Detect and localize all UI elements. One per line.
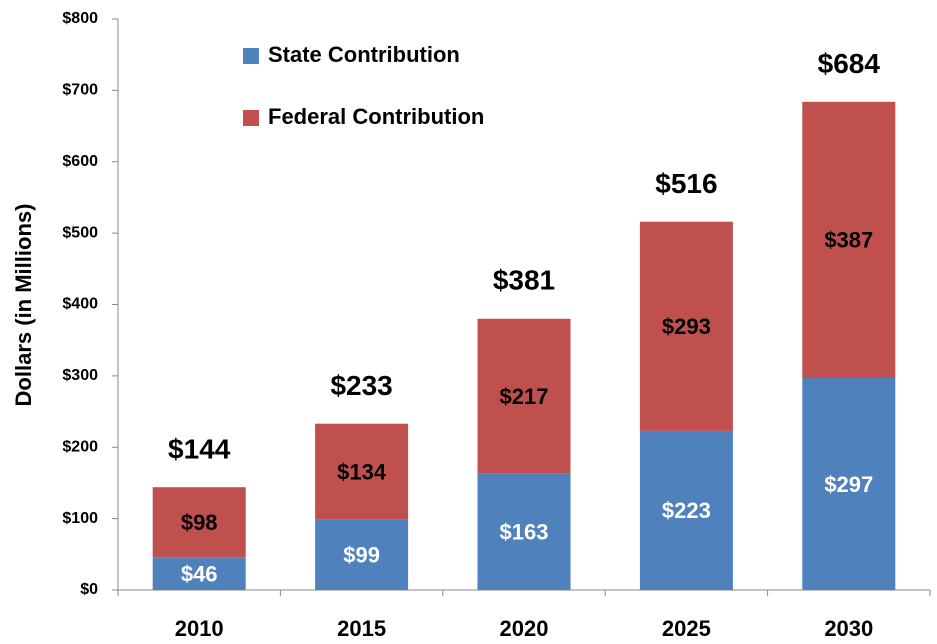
value-label: $223 — [662, 498, 711, 523]
value-label: $217 — [500, 384, 549, 409]
y-tick-label: $300 — [62, 367, 98, 384]
total-label: $516 — [655, 168, 717, 199]
bar-segment — [152, 487, 246, 558]
y-tick-label: $800 — [62, 10, 98, 27]
bar-segment — [315, 423, 409, 520]
value-label: $387 — [824, 228, 873, 253]
total-label: $144 — [168, 434, 231, 465]
value-label: $134 — [337, 459, 387, 484]
y-tick-label: $700 — [62, 82, 98, 99]
value-label: $163 — [500, 520, 549, 545]
x-tick-label: 2025 — [662, 616, 711, 641]
bar-segment — [477, 318, 571, 474]
legend-swatch — [243, 110, 259, 126]
value-label: $98 — [181, 510, 218, 535]
x-tick-label: 2030 — [824, 616, 873, 641]
bar-segment — [477, 473, 571, 590]
legend-swatch — [243, 48, 259, 64]
value-label: $293 — [662, 314, 711, 339]
y-tick-label: $200 — [62, 438, 98, 455]
value-label: $99 — [343, 542, 380, 567]
bar-segment — [639, 221, 733, 431]
y-tick-label: $600 — [62, 153, 98, 170]
bar-segment — [152, 557, 246, 590]
bar-segment — [802, 378, 896, 590]
y-tick-label: $0 — [80, 581, 98, 598]
total-label: $233 — [330, 370, 392, 401]
value-label: $297 — [824, 472, 873, 497]
bar-segment — [802, 101, 896, 379]
value-label: $46 — [181, 561, 218, 586]
y-tick-label: $100 — [62, 510, 98, 527]
y-tick-label: $500 — [62, 224, 98, 241]
bar-segment — [639, 430, 733, 590]
x-tick-label: 2015 — [337, 616, 386, 641]
y-tick-label: $400 — [62, 296, 98, 313]
total-label: $684 — [818, 48, 881, 79]
legend-label: State Contribution — [268, 42, 460, 67]
total-label: $381 — [493, 264, 555, 295]
x-tick-label: 2010 — [175, 616, 224, 641]
bar-segment — [315, 519, 409, 590]
x-tick-label: 2020 — [500, 616, 549, 641]
y-axis-title: Dollars (in Millions) — [11, 204, 36, 407]
legend-label: Federal Contribution — [268, 104, 484, 129]
